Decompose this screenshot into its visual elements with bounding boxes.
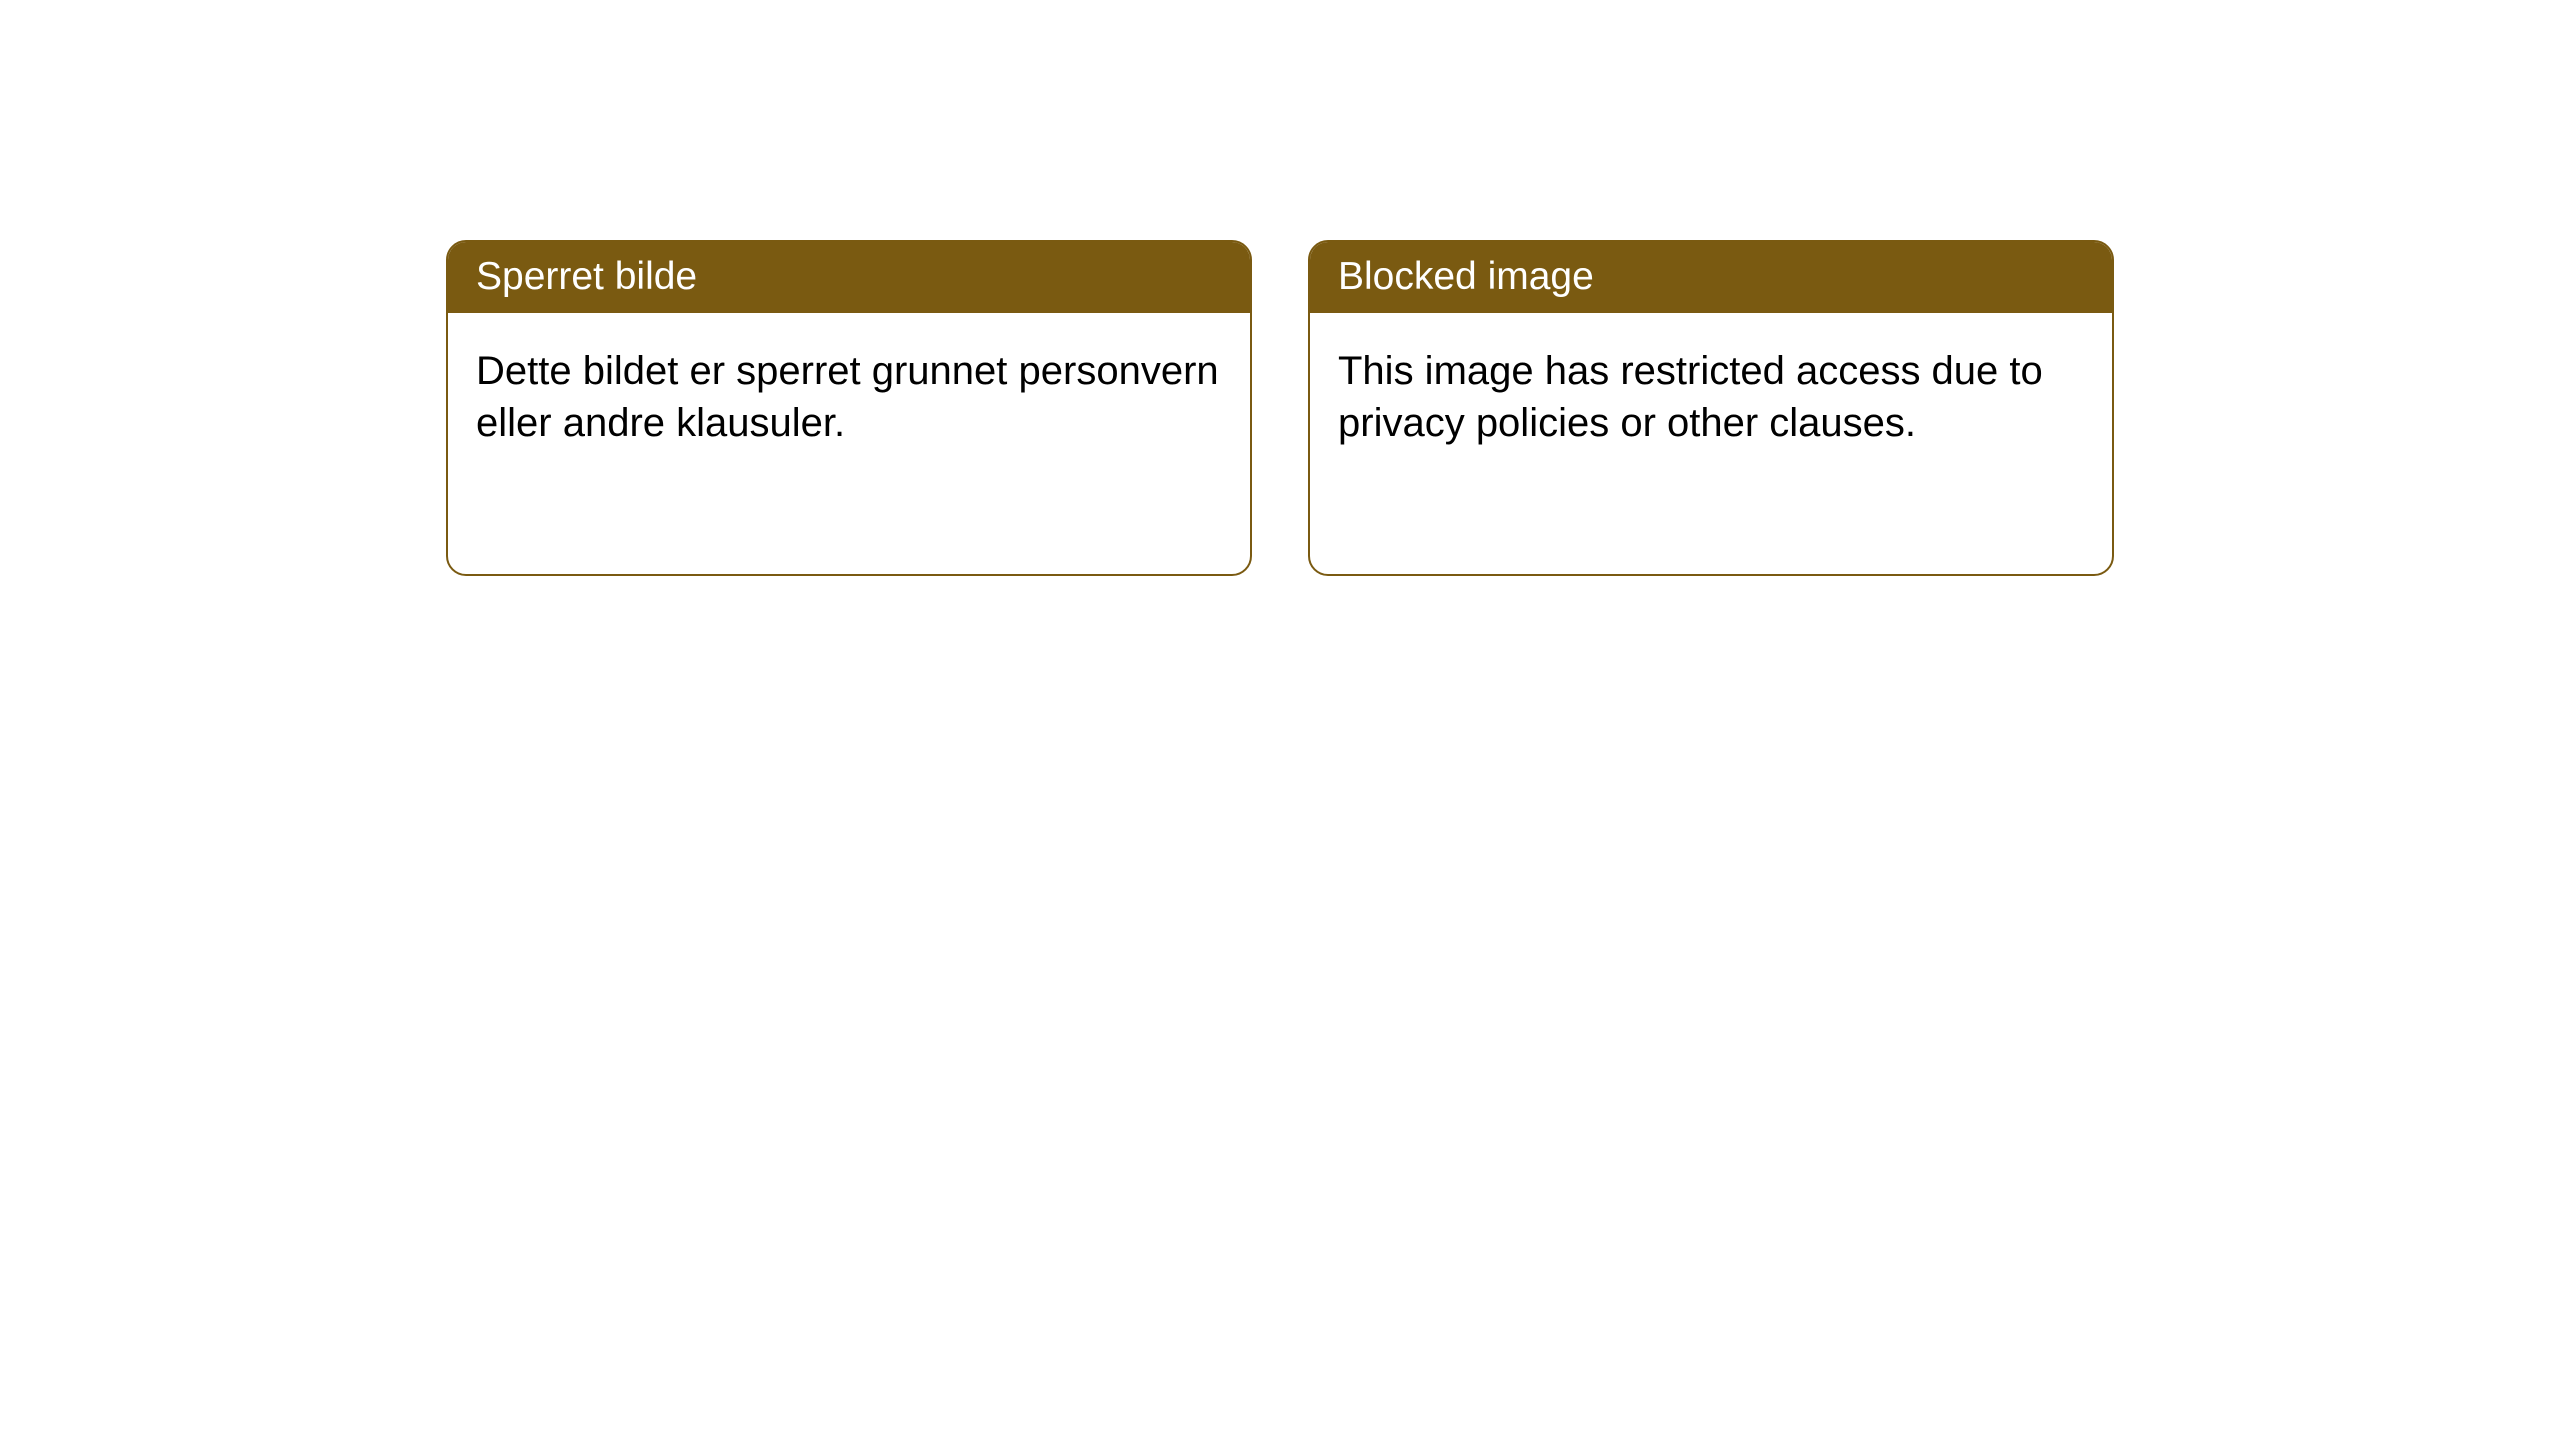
notice-card-norwegian: Sperret bilde Dette bildet er sperret gr… <box>446 240 1252 576</box>
notice-card-english: Blocked image This image has restricted … <box>1308 240 2114 576</box>
notice-header: Sperret bilde <box>448 242 1250 313</box>
notice-header: Blocked image <box>1310 242 2112 313</box>
notice-body: Dette bildet er sperret grunnet personve… <box>448 313 1250 483</box>
notice-title: Sperret bilde <box>476 255 697 298</box>
notice-message: This image has restricted access due to … <box>1338 349 2043 446</box>
notice-title: Blocked image <box>1338 255 1594 298</box>
notice-message: Dette bildet er sperret grunnet personve… <box>476 349 1219 446</box>
notice-container: Sperret bilde Dette bildet er sperret gr… <box>446 240 2114 576</box>
notice-body: This image has restricted access due to … <box>1310 313 2112 483</box>
